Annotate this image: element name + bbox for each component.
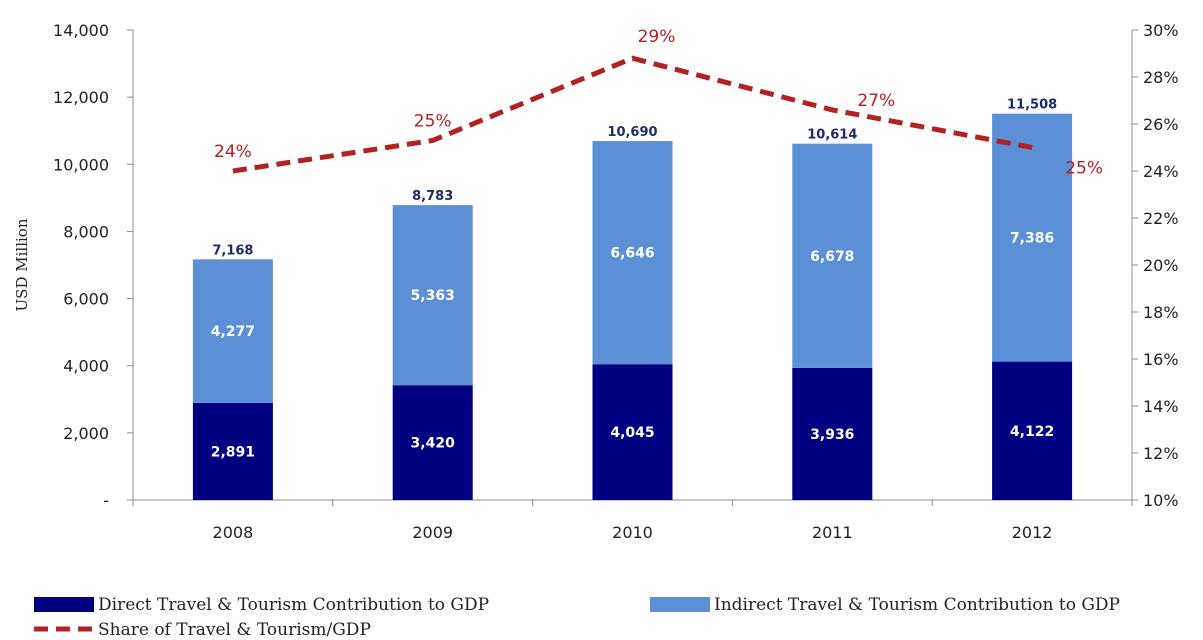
total-value-label: 10,614 (807, 128, 857, 143)
bar-indirect (792, 143, 873, 368)
indirect-value-label: 6,678 (810, 249, 854, 265)
direct-value-label: 4,045 (610, 425, 654, 441)
share-value-label: 27% (857, 91, 895, 111)
y-tick-label: - (103, 491, 109, 510)
x-tick-label: 2011 (812, 523, 853, 542)
y2-tick-label: 26% (1143, 115, 1179, 134)
direct-value-label: 2,891 (211, 444, 255, 460)
y-tick-label: 8,000 (63, 222, 109, 241)
y2-tick-label: 20% (1143, 256, 1179, 275)
legend-label-indirect: Indirect Travel & Tourism Contribution t… (714, 595, 1120, 615)
share-value-label: 24% (214, 142, 252, 162)
y2-tick-label: 12% (1143, 444, 1179, 463)
total-value-label: 8,783 (412, 189, 453, 204)
y2-tick-label: 16% (1143, 350, 1179, 369)
bar-indirect (392, 205, 473, 386)
share-value-label: 25% (1065, 159, 1103, 179)
y2-tick-label: 22% (1143, 209, 1179, 228)
indirect-value-label: 7,386 (1010, 231, 1054, 247)
y-tick-label: 4,000 (63, 357, 109, 376)
bar-indirect (992, 113, 1073, 362)
total-value-label: 11,508 (1007, 98, 1057, 113)
y-tick-label: 2,000 (63, 424, 109, 443)
indirect-value-label: 5,363 (411, 288, 455, 304)
legend-label-direct: Direct Travel & Tourism Contribution to … (98, 595, 489, 615)
x-tick-label: 2010 (612, 523, 653, 542)
y2-tick-label: 24% (1143, 162, 1179, 181)
y2-tick-label: 18% (1143, 303, 1179, 322)
bar-direct (792, 367, 873, 500)
y-tick-label: 14,000 (53, 21, 109, 40)
share-value-label: 29% (638, 27, 676, 47)
bar-direct (192, 402, 273, 500)
bar-direct (592, 364, 673, 500)
bar-direct (992, 361, 1073, 500)
y-tick-label: 12,000 (53, 88, 109, 107)
legend-swatch-direct (34, 597, 94, 612)
data-labels: 2,891 4,277 7,168 3,420 5,363 8,783 4,045 6,646… (211, 27, 1103, 460)
y2-tick-label: 14% (1143, 397, 1179, 416)
bars (192, 113, 1073, 500)
y-tick-label: 6,000 (63, 290, 109, 309)
direct-value-label: 4,122 (1010, 424, 1054, 440)
x-tick-label: 2009 (412, 523, 453, 542)
y2-tick-label: 10% (1143, 491, 1179, 510)
indirect-value-label: 6,646 (610, 246, 654, 262)
bar-direct (392, 385, 473, 500)
share-value-label: 25% (414, 111, 452, 131)
legend-label-share: Share of Travel & Tourism/GDP (98, 620, 371, 640)
y-axis-title: USD Million (13, 218, 31, 311)
y2-tick-label: 28% (1143, 68, 1179, 87)
direct-value-label: 3,936 (810, 427, 854, 443)
total-value-label: 7,168 (212, 243, 253, 258)
axes: - 2,000 4,000 6,000 8,000 10,000 12,000 14,000 1… (53, 21, 1179, 542)
y-tick-label: 10,000 (53, 155, 109, 174)
share-line (232, 55, 1033, 174)
x-tick-label: 2008 (213, 523, 254, 542)
legend: Direct Travel & Tourism Contribution to … (34, 595, 1120, 640)
indirect-value-label: 4,277 (211, 324, 255, 340)
direct-value-label: 3,420 (411, 436, 456, 452)
y2-tick-label: 30% (1143, 21, 1179, 40)
legend-swatch-indirect (650, 597, 710, 612)
bar-indirect (592, 141, 673, 365)
bar-indirect (192, 259, 273, 403)
x-tick-label: 2012 (1012, 523, 1053, 542)
total-value-label: 10,690 (607, 125, 657, 140)
share-line-path (232, 55, 1033, 174)
